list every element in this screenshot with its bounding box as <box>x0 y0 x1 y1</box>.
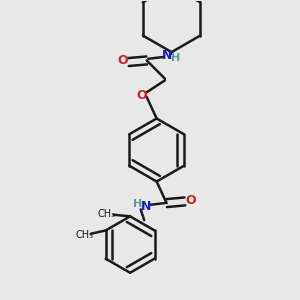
Text: N: N <box>141 200 151 213</box>
Text: H: H <box>133 199 142 209</box>
Text: O: O <box>136 89 147 102</box>
Text: N: N <box>162 49 172 62</box>
Text: H: H <box>171 53 181 63</box>
Text: CH₃: CH₃ <box>98 209 116 219</box>
Text: CH₃: CH₃ <box>75 230 93 240</box>
Text: O: O <box>185 194 196 207</box>
Text: O: O <box>117 54 128 67</box>
